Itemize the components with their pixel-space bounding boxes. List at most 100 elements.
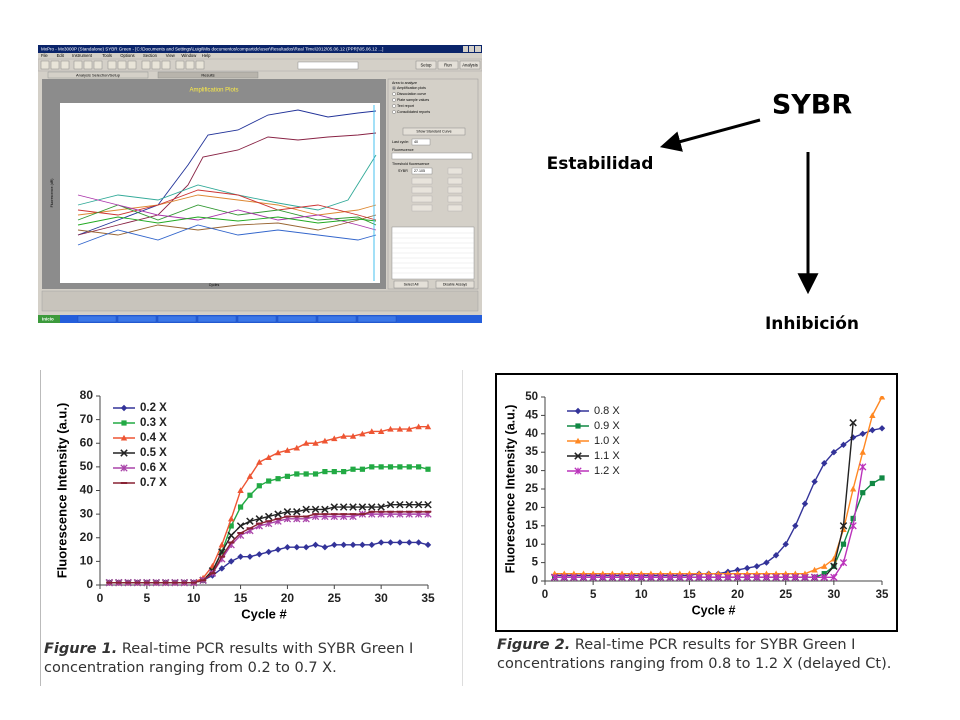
menu-item[interactable]: Window <box>181 53 197 58</box>
marker <box>350 466 356 472</box>
marker <box>830 573 838 581</box>
option-label: Plate sample values <box>397 98 429 102</box>
marker <box>589 573 597 581</box>
marker <box>396 539 404 546</box>
menu-item[interactable]: File <box>41 53 48 58</box>
panel-options: Amplification plots Dissociation curve Pla… <box>392 86 430 114</box>
menu-item[interactable]: Section <box>143 53 158 58</box>
x-tick-label: 20 <box>731 589 744 601</box>
btn-close[interactable] <box>475 46 481 52</box>
y-tick-label: 80 <box>80 388 94 402</box>
caption-label: Figure 1. <box>44 641 118 657</box>
btn-select-all[interactable] <box>393 280 429 289</box>
marker <box>274 546 282 553</box>
last-cycle-label: Last cycle: <box>392 140 409 144</box>
marker <box>821 563 828 569</box>
marker <box>810 573 819 581</box>
window-title: MxPro - Mx3000P (Standalone) SYBR Green … <box>41 46 383 51</box>
start-button[interactable] <box>38 315 60 323</box>
marker <box>772 552 780 559</box>
marker <box>331 435 338 442</box>
marker <box>415 539 422 546</box>
marker <box>228 515 235 522</box>
menu-item[interactable]: Help <box>202 53 211 58</box>
marker <box>274 449 282 456</box>
y-tick-label: 15 <box>525 520 538 532</box>
marker <box>878 396 886 400</box>
marker <box>387 539 394 546</box>
marker <box>274 510 282 518</box>
toolbar-button[interactable] <box>459 60 481 70</box>
marker <box>850 515 856 522</box>
btn-disable[interactable] <box>435 280 475 289</box>
tab[interactable] <box>157 71 259 79</box>
marker <box>753 573 761 581</box>
marker <box>811 566 818 573</box>
toolbar-button-label: Analysis <box>462 62 478 67</box>
marker <box>331 469 337 475</box>
marker <box>359 541 366 549</box>
marker <box>265 548 272 556</box>
toolbar-button[interactable] <box>437 60 459 70</box>
label-inhibicion: Inhibición <box>765 314 859 334</box>
marker <box>284 447 291 453</box>
y-tick-label: 50 <box>80 459 94 473</box>
marker <box>218 541 226 548</box>
btn-standard-curve[interactable] <box>402 127 466 136</box>
caption-text: Real-time PCR results with SYBR Green I … <box>44 641 414 676</box>
legend-label: 0.4 X <box>140 432 167 444</box>
fluorescence-select[interactable] <box>391 152 473 160</box>
y-tick-label: 60 <box>80 435 94 449</box>
marker <box>256 483 262 489</box>
menu-item[interactable]: Instrument <box>72 53 93 58</box>
marker <box>860 490 866 496</box>
marker <box>811 478 818 485</box>
btn-standard-curve-label: Show Standard Curve <box>416 130 451 134</box>
btn-max[interactable] <box>469 46 474 52</box>
x-tick-label: 0 <box>97 591 104 605</box>
x-tick-label: 5 <box>590 589 597 601</box>
btn-min[interactable] <box>463 46 468 52</box>
radio[interactable] <box>392 98 396 102</box>
menu-item[interactable]: Options <box>120 53 134 58</box>
title-bar <box>38 45 482 53</box>
menu-item[interactable]: Edit <box>57 53 65 58</box>
marker <box>396 500 404 509</box>
legend-marker <box>574 467 582 475</box>
marker <box>349 503 357 511</box>
marker <box>695 573 703 581</box>
tab[interactable] <box>47 71 149 79</box>
marker <box>414 500 423 509</box>
taskbar-items <box>77 315 397 323</box>
marker <box>368 503 376 511</box>
marker <box>303 471 309 477</box>
plot <box>550 396 886 582</box>
marker <box>237 553 244 560</box>
marker <box>265 454 272 460</box>
marker <box>247 492 253 498</box>
toolbar-icons <box>40 60 359 70</box>
radio[interactable] <box>392 92 396 96</box>
option-label: Amplification plots <box>397 86 426 90</box>
marker <box>256 551 263 558</box>
marker <box>840 541 847 547</box>
legend-label: 1.2 X <box>594 465 620 477</box>
radio[interactable] <box>392 104 396 108</box>
x-tick-label: 25 <box>328 591 342 605</box>
radio[interactable] <box>392 110 396 114</box>
menu-item[interactable]: View <box>166 53 176 58</box>
threshold-value: 27.105 <box>414 169 425 173</box>
marker <box>284 544 291 551</box>
y-tick-label: 35 <box>525 446 538 458</box>
caption-label: Figure 2. <box>497 637 571 653</box>
fluorescence-label: Fluorescence <box>392 148 414 152</box>
threshold-box[interactable] <box>411 167 433 175</box>
marker <box>378 464 384 470</box>
fig1-edge-right <box>462 370 463 686</box>
y-tick-label: 5 <box>532 557 539 569</box>
marker <box>246 553 254 560</box>
menu-item[interactable]: Tools <box>102 53 112 58</box>
last-cycle-box[interactable] <box>411 138 431 146</box>
x-tick-label: 5 <box>144 591 151 605</box>
toolbar-button[interactable] <box>415 60 437 70</box>
